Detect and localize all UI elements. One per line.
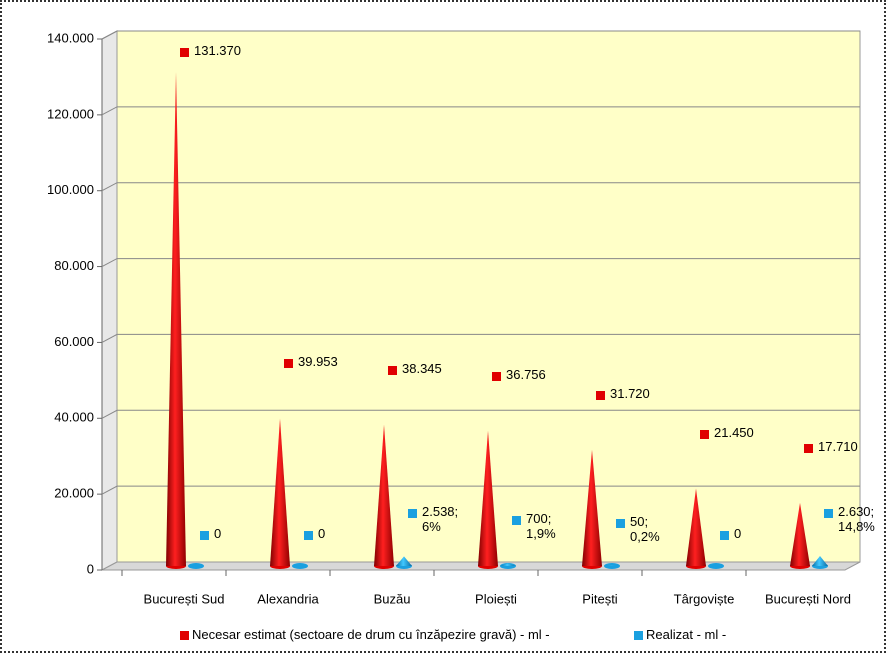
x-tick-label: Pitești <box>582 591 618 606</box>
value-label: 50; 0,2% <box>630 513 660 544</box>
value-marker <box>804 443 813 453</box>
cone-base <box>188 563 204 569</box>
value-marker <box>824 509 833 519</box>
grid-line <box>101 182 860 192</box>
cone <box>478 430 498 566</box>
y-tick-label: 40.000 <box>54 410 94 425</box>
cone-base <box>292 563 308 569</box>
y-tick-label: 140.000 <box>47 30 94 45</box>
legend-marker <box>180 631 189 640</box>
value-label: 36.756 <box>506 366 546 382</box>
grid-line <box>101 333 860 343</box>
y-tick-label: 0 <box>87 561 94 576</box>
grid-line <box>101 258 860 268</box>
cone <box>374 424 394 566</box>
value-label: 0 <box>214 526 222 541</box>
value-marker <box>492 371 501 381</box>
value-label: 31.720 <box>610 385 650 401</box>
cone <box>396 556 412 566</box>
value-label: 21.450 <box>714 424 754 440</box>
y-tick-label: 60.000 <box>54 334 94 349</box>
value-label: 700; 1,9% <box>526 511 556 542</box>
value-marker <box>284 359 293 369</box>
value-label: 0 <box>734 526 742 541</box>
cone <box>270 418 290 566</box>
grid-line <box>101 106 860 116</box>
value-marker <box>616 518 625 528</box>
value-label: 2.538; 6% <box>422 504 459 535</box>
grid-line <box>101 485 860 495</box>
cone <box>582 449 602 566</box>
y-tick-label: 80.000 <box>54 258 94 273</box>
x-tick-label: Ploiești <box>475 591 517 606</box>
side-wall <box>101 30 118 571</box>
grid-line <box>101 409 860 419</box>
x-tick-label: București Sud <box>144 591 225 606</box>
cone <box>166 71 186 566</box>
value-marker <box>700 429 709 439</box>
value-marker <box>388 365 397 375</box>
grid-line <box>101 30 860 40</box>
value-marker <box>408 509 417 519</box>
value-marker <box>720 531 729 540</box>
y-tick-label: 20.000 <box>54 486 94 501</box>
value-label: 38.345 <box>402 360 442 376</box>
legend-marker <box>634 631 643 640</box>
value-marker <box>200 531 209 540</box>
x-tick-label: București Nord <box>765 591 851 606</box>
x-tick-label: Târgoviște <box>674 591 735 606</box>
cone <box>812 556 828 566</box>
value-marker <box>512 516 521 526</box>
value-marker <box>304 531 313 540</box>
y-tick-label: 100.000 <box>47 182 94 197</box>
value-marker <box>596 390 605 400</box>
cone <box>686 488 706 566</box>
value-label: 17.710 <box>818 438 858 454</box>
legend-label: Necesar estimat (sectoare de drum cu înz… <box>192 627 550 642</box>
x-tick-label: Buzău <box>374 591 411 606</box>
value-label: 39.953 <box>298 354 338 370</box>
value-label: 2.630; 14,8% <box>838 504 875 535</box>
value-marker <box>180 48 189 57</box>
cone <box>790 502 810 566</box>
y-tick-label: 120.000 <box>47 106 94 121</box>
value-label: 0 <box>318 526 326 541</box>
value-label: 131.370 <box>194 43 241 58</box>
cone <box>500 563 516 566</box>
cone-base <box>708 563 724 569</box>
legend-label: Realizat - ml - <box>646 627 727 642</box>
x-tick-label: Alexandria <box>257 591 319 606</box>
